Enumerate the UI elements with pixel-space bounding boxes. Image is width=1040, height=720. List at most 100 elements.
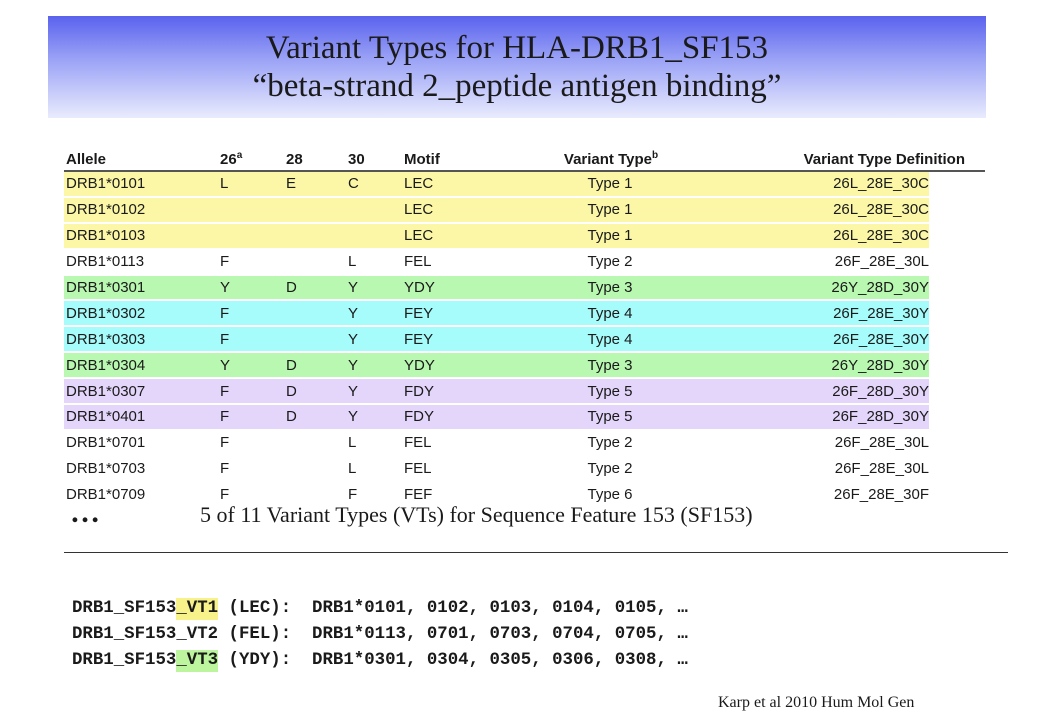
cell-variant-type-definition: 26F_28E_30Y bbox=[720, 300, 985, 328]
table-row: DRB1*0304 Y D Y YDY Type 3 26Y_28D_30Y bbox=[64, 352, 985, 380]
header-variant-type-superscript: b bbox=[651, 150, 659, 161]
cell-variant-type: Type 3 bbox=[500, 274, 720, 302]
cell-variant-type-definition: 26F_28E_30L bbox=[720, 248, 985, 276]
title-banner: Variant Types for HLA-DRB1_SF153 “beta-s… bbox=[48, 16, 986, 118]
header-position-26: 26a bbox=[220, 150, 243, 168]
variant-table-container: Allele 26a 28 30 Motif Variant Typeb Var… bbox=[64, 148, 985, 509]
cell-variant-type-definition: 26L_28E_30C bbox=[720, 196, 985, 224]
cell-motif: YDY bbox=[404, 274, 500, 302]
cell-position-30: C bbox=[348, 171, 404, 198]
table-body: DRB1*0101 L E C LEC Type 1 26L_28E_30C DRB1*010… bbox=[64, 171, 985, 509]
cell-position-30: Y bbox=[348, 326, 404, 354]
cell-variant-type-definition: 26F_28E_30Y bbox=[720, 326, 985, 354]
cell-position-26: F bbox=[220, 300, 286, 328]
cell-position-30: L bbox=[348, 429, 404, 457]
cell-variant-type: Type 2 bbox=[500, 248, 720, 276]
cell-position-30 bbox=[348, 222, 404, 250]
definition-line: DRB1_SF153_VT3 (YDY): DRB1*0301, 0304, 0… bbox=[72, 648, 688, 674]
table-row: DRB1*0701 F L FEL Type 2 26F_28E_30L bbox=[64, 429, 985, 457]
cell-position-28: D bbox=[286, 352, 348, 380]
cell-position-28: E bbox=[286, 171, 348, 198]
table-row: DRB1*0301 Y D Y YDY Type 3 26Y_28D_30Y bbox=[64, 274, 985, 302]
cell-allele: DRB1*0103 bbox=[64, 222, 220, 250]
cell-allele: DRB1*0307 bbox=[64, 378, 220, 406]
cell-variant-type: Type 4 bbox=[500, 326, 720, 354]
cell-variant-type: Type 1 bbox=[500, 196, 720, 224]
cell-position-30: F bbox=[348, 481, 404, 509]
cell-position-28 bbox=[286, 222, 348, 250]
cell-motif: LEC bbox=[404, 222, 500, 250]
cell-position-28 bbox=[286, 326, 348, 354]
cell-variant-type: Type 5 bbox=[500, 404, 720, 431]
cell-variant-type: Type 6 bbox=[500, 481, 720, 509]
cell-variant-type: Type 1 bbox=[500, 222, 720, 250]
cell-variant-type-definition: 26L_28E_30C bbox=[720, 222, 985, 250]
cell-position-30: L bbox=[348, 248, 404, 276]
cell-variant-type: Type 5 bbox=[500, 378, 720, 406]
definition-prefix: DRB1_SF153 bbox=[72, 625, 177, 644]
cell-allele: DRB1*0101 bbox=[64, 171, 220, 198]
cell-position-26: F bbox=[220, 248, 286, 276]
cell-allele: DRB1*0303 bbox=[64, 326, 220, 354]
section-divider bbox=[64, 552, 1008, 553]
definition-vt-label: _VT1 bbox=[176, 598, 219, 620]
cell-position-26: F bbox=[220, 429, 286, 457]
cell-variant-type-definition: 26F_28D_30Y bbox=[720, 378, 985, 406]
cell-allele: DRB1*0703 bbox=[64, 455, 220, 483]
header-variant-type: Variant Typeb bbox=[563, 150, 659, 168]
table-row: DRB1*0102 LEC Type 1 26L_28E_30C bbox=[64, 196, 985, 224]
variant-type-table: Allele 26a 28 30 Motif Variant Typeb Var… bbox=[64, 148, 985, 509]
header-26-superscript: a bbox=[236, 150, 243, 161]
cell-position-26: F bbox=[220, 378, 286, 406]
cell-position-28: D bbox=[286, 378, 348, 406]
variant-type-definitions: DRB1_SF153_VT1 (LEC): DRB1*0101, 0102, 0… bbox=[72, 596, 688, 674]
title-line-2: “beta-strand 2_peptide antigen binding” bbox=[252, 68, 782, 104]
definition-line: DRB1_SF153_VT2 (FEL): DRB1*0113, 0701, 0… bbox=[72, 622, 688, 648]
table-row: DRB1*0709 F F FEF Type 6 26F_28E_30F bbox=[64, 481, 985, 509]
table-header-row: Allele 26a 28 30 Motif Variant Typeb Var… bbox=[64, 148, 985, 171]
definition-vt-label: _VT2 bbox=[176, 625, 219, 644]
definition-alleles: (FEL): DRB1*0113, 0701, 0703, 0704, 0705… bbox=[218, 625, 688, 644]
cell-allele: DRB1*0301 bbox=[64, 274, 220, 302]
table-row: DRB1*0307 F D Y FDY Type 5 26F_28D_30Y bbox=[64, 378, 985, 406]
cell-position-28 bbox=[286, 196, 348, 224]
definition-alleles: (YDY): DRB1*0301, 0304, 0305, 0306, 0308… bbox=[218, 651, 688, 670]
cell-allele: DRB1*0304 bbox=[64, 352, 220, 380]
cell-position-30: Y bbox=[348, 378, 404, 406]
table-row: DRB1*0113 F L FEL Type 2 26F_28E_30L bbox=[64, 248, 985, 276]
definition-prefix: DRB1_SF153 bbox=[72, 651, 177, 670]
table-row: DRB1*0401 F D Y FDY Type 5 26F_28D_30Y bbox=[64, 404, 985, 431]
cell-position-28: D bbox=[286, 404, 348, 431]
cell-position-26 bbox=[220, 196, 286, 224]
title-line-1: Variant Types for HLA-DRB1_SF153 bbox=[265, 30, 769, 66]
header-motif: Motif bbox=[404, 150, 440, 168]
cell-position-26: F bbox=[220, 455, 286, 483]
cell-variant-type: Type 2 bbox=[500, 455, 720, 483]
cell-position-30 bbox=[348, 196, 404, 224]
header-variant-type-definition: Variant Type Definition bbox=[803, 150, 965, 168]
table-row: DRB1*0703 F L FEL Type 2 26F_28E_30L bbox=[64, 455, 985, 483]
cell-allele: DRB1*0113 bbox=[64, 248, 220, 276]
cell-motif: FEY bbox=[404, 300, 500, 328]
header-position-28: 28 bbox=[286, 150, 303, 168]
cell-motif: YDY bbox=[404, 352, 500, 380]
cell-position-26: F bbox=[220, 481, 286, 509]
cell-allele: DRB1*0401 bbox=[64, 404, 220, 431]
cell-position-28 bbox=[286, 429, 348, 457]
cell-position-26: L bbox=[220, 171, 286, 198]
cell-position-28 bbox=[286, 481, 348, 509]
cell-position-30: Y bbox=[348, 274, 404, 302]
cell-position-28 bbox=[286, 248, 348, 276]
variant-types-caption: 5 of 11 Variant Types (VTs) for Sequence… bbox=[200, 502, 753, 527]
cell-motif: LEC bbox=[404, 196, 500, 224]
cell-position-30: L bbox=[348, 455, 404, 483]
cell-motif: FEL bbox=[404, 248, 500, 276]
cell-allele: DRB1*0701 bbox=[64, 429, 220, 457]
cell-position-30: Y bbox=[348, 352, 404, 380]
cell-variant-type: Type 1 bbox=[500, 171, 720, 198]
table-row: DRB1*0303 F Y FEY Type 4 26F_28E_30Y bbox=[64, 326, 985, 354]
cell-variant-type: Type 2 bbox=[500, 429, 720, 457]
cell-position-26: F bbox=[220, 404, 286, 431]
cell-motif: FEY bbox=[404, 326, 500, 354]
definition-line: DRB1_SF153_VT1 (LEC): DRB1*0101, 0102, 0… bbox=[72, 596, 688, 622]
